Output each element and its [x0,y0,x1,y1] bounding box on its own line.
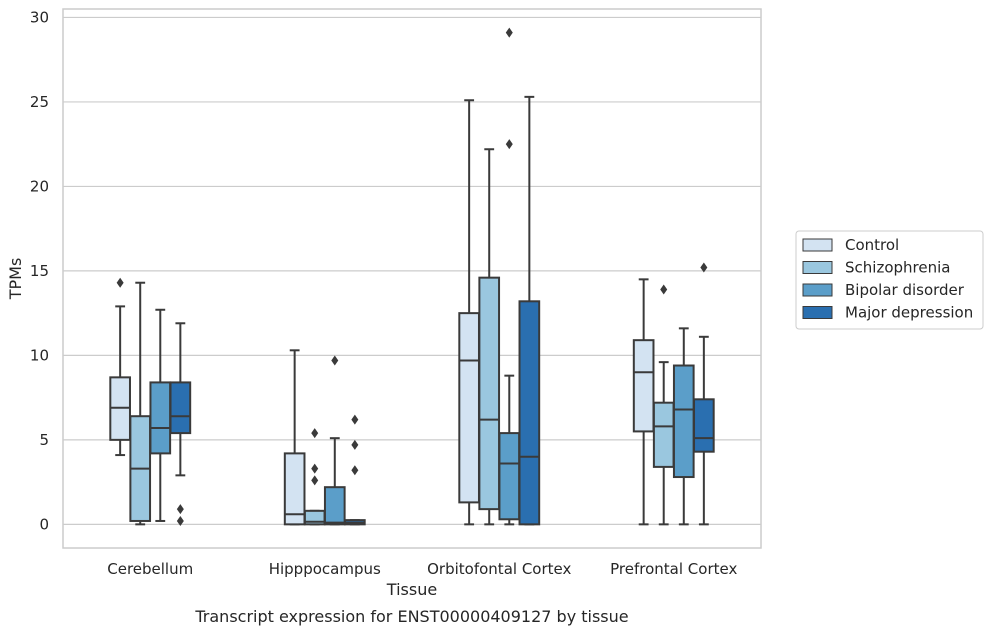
legend-item: Major depression [802,304,973,322]
outlier-point [351,465,359,476]
box-body [283,452,306,526]
y-axis-label: TPMs [6,258,25,301]
y-tick-label: 0 [39,515,49,533]
box-3-1 [458,99,480,526]
outlier-point [505,27,513,38]
legend-item: Control [802,236,899,254]
outlier-point [331,355,339,366]
box-2-1 [283,349,306,526]
legend-swatch [802,238,833,252]
box-body [478,276,501,511]
legend-item: Schizophrenia [802,259,950,277]
plot-frame [62,8,762,549]
legend-swatch [802,261,833,274]
legend-label: Bipolar disorder [845,281,965,299]
box-4-1 [632,278,655,526]
legend: Control Schizophrenia Bipolar disorder Majo… [795,230,984,330]
box-1-1 [109,277,131,457]
box-body [169,381,192,435]
box-1-4 [169,322,192,526]
box-1-2 [129,281,152,526]
box-body [632,339,655,433]
y-tick-label: 10 [30,346,49,364]
box-body [672,364,695,479]
outlier-point [351,414,359,425]
outlier-point [700,262,708,273]
box-4-2 [652,284,675,526]
chart-caption: Transcript expression for ENST0000040912… [194,607,628,626]
box-3-2 [478,148,501,526]
y-tick-label: 25 [30,93,49,111]
box-4-3 [672,327,695,526]
outlier-point [311,428,319,439]
x-axis-ticks: Cerebellum Hipppocampus Orbitofontal Corte… [107,560,737,578]
outlier-point [311,475,319,486]
box-body [149,381,172,455]
legend-label: Schizophrenia [845,259,950,277]
legend-frame [795,230,984,330]
x-axis-label: Tissue [386,580,437,599]
box-1-3 [149,308,172,522]
box-4-4 [693,262,715,526]
y-tick-label: 20 [30,177,49,195]
legend-swatch [802,283,833,297]
box-body [518,300,541,526]
grid-lines [63,16,761,525]
x-tick-label: Hipppocampus [269,560,381,578]
legend-label: Control [845,236,899,254]
box-body [652,401,675,468]
legend-item: Bipolar disorder [802,281,965,299]
outlier-point [176,504,184,515]
legend-swatch [802,306,833,319]
x-tick-label: Orbitofontal Cortex [427,560,571,578]
y-tick-label: 30 [30,8,49,26]
box-2-3 [323,355,346,526]
box-layer [109,27,715,526]
box-3-3 [498,27,521,526]
x-tick-label: Prefrontal Cortex [610,560,737,578]
box-2-2 [303,428,326,526]
outlier-point [311,463,319,474]
outlier-point [505,139,513,150]
y-axis-ticks: 0 5 10 15 20 25 30 [30,8,49,533]
box-body [693,398,715,453]
outlier-point [116,277,124,288]
box-3-4 [518,95,541,526]
legend-label: Major depression [845,304,973,322]
outlier-point [176,515,184,526]
x-tick-label: Cerebellum [107,560,193,578]
box-body [323,486,346,526]
outlier-point [351,439,359,450]
box-2-4 [344,414,366,526]
y-tick-label: 5 [39,431,49,449]
outlier-point [660,284,668,295]
box-body [498,432,521,521]
y-tick-label: 15 [30,262,49,280]
box-body [458,312,480,504]
